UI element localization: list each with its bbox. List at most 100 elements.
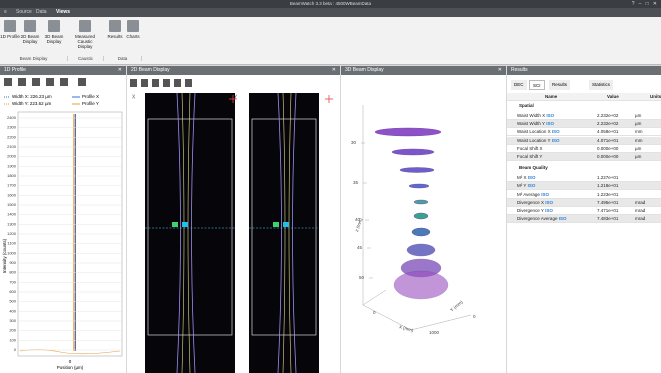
iso-tag: ISO: [541, 191, 549, 197]
y-tick-label: 1800: [7, 173, 17, 178]
y-tick-label: 600: [9, 289, 16, 294]
tab[interactable]: Results: [549, 80, 571, 90]
iso-tag: ISO: [527, 183, 536, 189]
row-unit: µm: [635, 145, 642, 151]
x-axis-label: X (mm): [398, 324, 414, 333]
ribbon-button[interactable]: Measured Caustic Display: [70, 20, 100, 49]
y-tick-label: 1200: [7, 231, 17, 236]
row-name: Waist Location Y ISO: [517, 137, 559, 145]
y-tick-label: 1400: [7, 212, 17, 217]
ribbon-button[interactable]: 1D Profile: [0, 20, 20, 39]
iso-tag: ISO: [546, 113, 555, 118]
y-tick-label: 2200: [7, 134, 17, 139]
panel-title: Results: [511, 67, 528, 73]
iso-tag: ISO: [558, 216, 567, 222]
legend-text: Profile X: [82, 94, 99, 99]
y-tick-label: 2100: [7, 144, 17, 149]
legend-text: Width Y: 223.62 µm: [12, 101, 52, 106]
z-tick-label: 50: [359, 275, 365, 280]
row-unit: µm: [635, 121, 642, 127]
window-title: BeamWatch 3.3 beta : 4500WBeamData: [289, 1, 372, 6]
image-label: Y: [234, 94, 238, 100]
y-tick-label: 500: [9, 299, 16, 304]
panel-title: 1D Profile: [4, 67, 26, 73]
row-name: Focal Shift X: [517, 145, 543, 153]
toolbar[interactable]: [130, 79, 192, 87]
name-text: M² Y: [517, 183, 527, 189]
y-tick-label: 1700: [7, 183, 17, 188]
beam3d-panel: [341, 66, 506, 373]
menu-item[interactable]: Data: [36, 9, 47, 15]
table-row: Waist Width X ISO 2.232e+02 µm: [507, 112, 661, 120]
z-axis-label: z (mm): [354, 217, 364, 232]
menu-item[interactable]: Views: [56, 9, 71, 15]
section-header[interactable]: Beam Quality: [507, 164, 661, 172]
row-unit: mrad: [635, 199, 646, 205]
row-value: 7.471e+01: [597, 208, 619, 213]
table-row: Focal Shift X 0.000e+00 µm: [507, 145, 661, 153]
row-value: 4.071e+01: [597, 137, 619, 143]
y-tick-label: 0: [14, 347, 17, 352]
x-tick-label: 0: [69, 359, 72, 364]
table-row: M² Average ISO 1.223e+01: [507, 191, 661, 199]
ribbon-button[interactable]: 2D Beam Display: [20, 20, 40, 44]
y-tick-label: 1300: [7, 221, 17, 226]
noise-line: [19, 349, 121, 355]
section-header[interactable]: Spatial: [507, 102, 661, 110]
ribbon-button[interactable]: 3D Beam Display: [44, 20, 64, 44]
y-axis-label: Intensity (counts): [2, 238, 7, 273]
row-name: M² Average ISO: [517, 191, 549, 199]
panel-header: Results: [507, 66, 661, 75]
legend-text: Width X: 226.23 µm: [12, 94, 52, 99]
profile-panel: [0, 66, 126, 373]
iso-tag: ISO: [545, 208, 553, 213]
ribbon-group-label: Caustic: [68, 56, 104, 61]
y-tick-label: 300: [9, 318, 16, 323]
y-axis-label: Y (mm): [449, 299, 464, 313]
row-unit: µm: [635, 113, 642, 118]
beam3d-view: z (mm) X (mm) Y (mm) 0 1000 0 30 35 40 45 50: [351, 105, 476, 335]
tab[interactable]: DEC: [511, 80, 527, 90]
row-unit: mm: [635, 137, 643, 143]
table-row: Divergence Y ISO 7.471e+01 mrad: [507, 207, 661, 215]
row-name: Focal Shift Y: [517, 153, 542, 161]
crosshair-icon[interactable]: [229, 95, 333, 103]
ribbon-button[interactable]: Results: [105, 20, 125, 39]
row-value: 2.232e+02: [597, 113, 619, 118]
column-header: Name: [545, 94, 558, 99]
button-label: Measured Caustic Display: [74, 34, 95, 49]
results-tabs: DEC SCI Results Statistics: [507, 79, 661, 91]
tab[interactable]: Statistics: [589, 80, 614, 90]
panel-header: 1D Profile ✕: [0, 66, 126, 75]
name-text: Divergence X: [517, 199, 545, 205]
panel-header: 3D Beam Display ✕: [341, 66, 506, 75]
x-tick-label: 1000: [429, 330, 440, 335]
y-tick-label: 2400: [7, 115, 17, 120]
axes-box: [362, 105, 472, 331]
menu-icon[interactable]: ≡: [4, 9, 7, 15]
iso-tag: ISO: [551, 129, 560, 135]
legend-text: Profile Y: [82, 101, 99, 106]
button-label: 3D Beam Display: [44, 34, 64, 44]
ribbon-button[interactable]: Charts: [123, 20, 143, 39]
toolbar[interactable]: [4, 78, 86, 86]
table-row: Waist Location X ISO 4.058e+01 mm: [507, 128, 661, 137]
name-text: M² X: [517, 175, 527, 181]
x-axis-label: Position (µm): [57, 365, 84, 370]
y-tick-label: 800: [9, 270, 16, 275]
image-x: [145, 92, 235, 373]
z-tick-label: 35: [353, 180, 359, 185]
tab[interactable]: SCI: [529, 80, 545, 90]
section-title: Spatial: [519, 103, 534, 108]
y-tick-label: 200: [9, 328, 16, 333]
row-value: 1.223e+01: [597, 191, 619, 197]
window-controls[interactable]: ? – □ ✕: [631, 1, 657, 7]
table-row: Focal Shift Y 0.000e+00 µm: [507, 153, 661, 161]
menu-item[interactable]: Source: [16, 9, 32, 15]
y-tick-label: 0: [473, 314, 476, 319]
table-row: Divergence Average ISO 7.483e+01 mrad: [507, 215, 661, 224]
ribbon: 1D Profile 2D Beam Display 3D Beam Display…: [0, 17, 661, 65]
row-name: Divergence Y ISO: [517, 207, 553, 215]
image-label: X: [132, 94, 136, 100]
